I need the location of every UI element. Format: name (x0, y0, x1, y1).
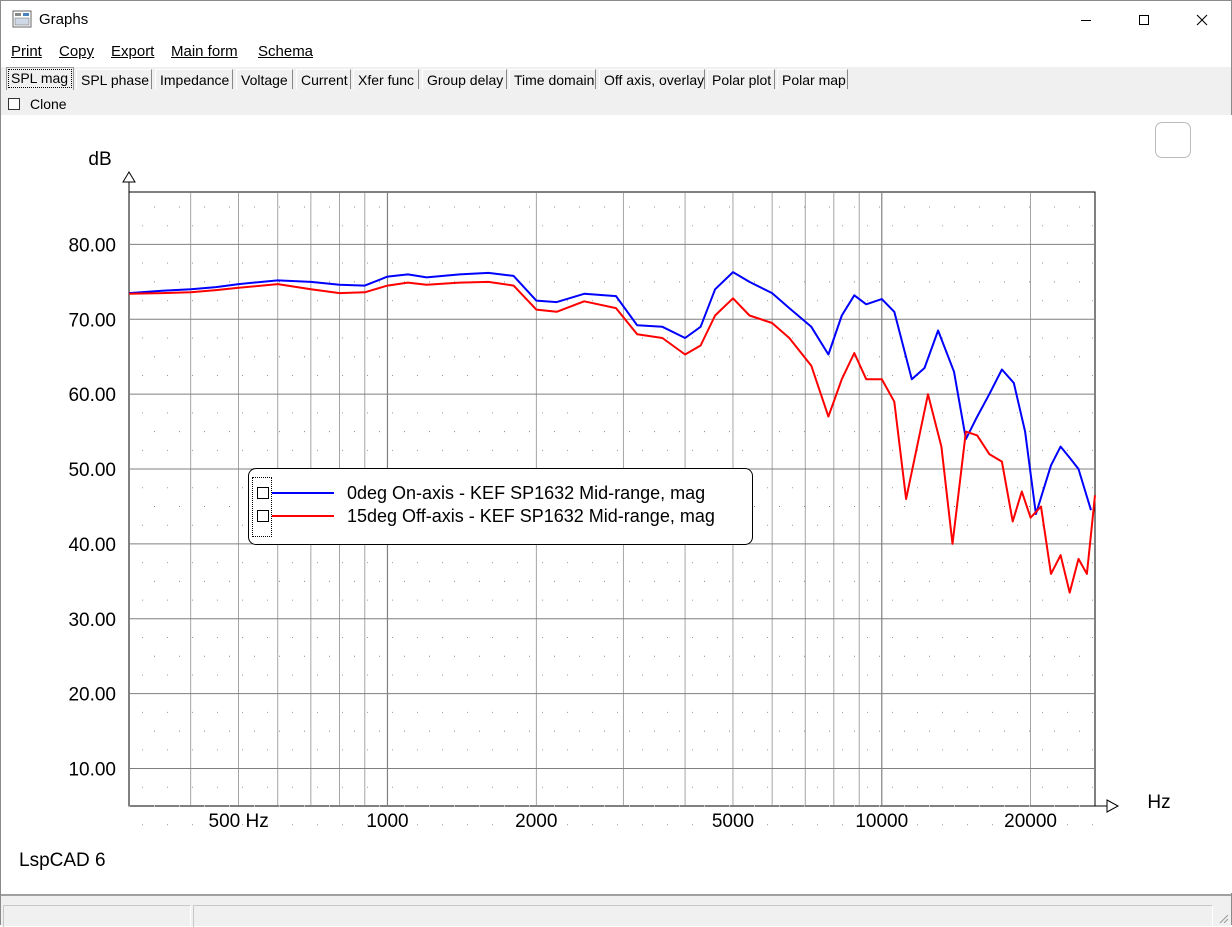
menu-label: Main form (171, 43, 238, 60)
legend-label: 15deg Off-axis - KEF SP1632 Mid-range, m… (347, 506, 715, 526)
x-tick-label: 10000 (855, 811, 908, 832)
y-tick-label: 70.00 (68, 310, 116, 331)
menu-copy[interactable]: Copy (59, 43, 94, 60)
minimize-button[interactable] (1057, 1, 1115, 39)
legend-item-0deg[interactable]: 0deg On-axis - KEF SP1632 Mid-range, mag (249, 481, 752, 505)
y-axis-arrow-icon (122, 171, 136, 183)
legend-item-15deg[interactable]: 15deg Off-axis - KEF SP1632 Mid-range, m… (249, 504, 752, 528)
status-pane-2 (193, 905, 1213, 927)
y-tick-label: 20.00 (68, 685, 116, 706)
legend-swatch-red (272, 515, 334, 517)
legend-checkbox[interactable] (257, 510, 269, 522)
app-watermark: LspCAD 6 (19, 850, 106, 871)
y-tick-label: 30.00 (68, 610, 116, 631)
series-0deg-line (128, 271, 1092, 515)
window-title: Graphs (39, 11, 89, 28)
y-tick-label: 10.00 (68, 760, 116, 781)
tab-current[interactable]: Current (296, 69, 351, 89)
series-15deg-line (128, 280, 1096, 594)
legend-swatch-blue (272, 492, 334, 494)
menu-export[interactable]: Export (111, 43, 154, 60)
menu-label: Export (111, 43, 155, 60)
y-tick-label: 80.00 (68, 235, 116, 256)
app-icon (12, 10, 32, 28)
y-axis-label: dB (88, 149, 111, 170)
tab-xfer-func[interactable]: Xfer func (353, 69, 419, 89)
clone-row: Clone (1, 91, 1231, 115)
tab-voltage[interactable]: Voltage (236, 69, 293, 89)
options-button[interactable] (1155, 122, 1191, 158)
legend-checkbox[interactable] (257, 487, 269, 499)
minimize-icon (1081, 20, 1091, 21)
tab-group-delay[interactable]: Group delay (422, 69, 507, 89)
tab-spl-phase[interactable]: SPL phase (76, 69, 152, 89)
x-tick-label: 20000 (1004, 811, 1057, 832)
legend-focus-rect (252, 477, 272, 537)
close-icon (1196, 14, 1208, 26)
menu-schema[interactable]: Schema (258, 43, 313, 60)
resize-grip-icon[interactable] (1217, 912, 1229, 924)
x-tick-label: 1000 (366, 811, 408, 832)
x-axis-arrow-icon (1106, 799, 1120, 813)
title-bar: Graphs (1, 1, 1231, 39)
tab-impedance[interactable]: Impedance (155, 69, 233, 89)
y-tick-label: 40.00 (68, 535, 116, 556)
chart-legend[interactable]: 0deg On-axis - KEF SP1632 Mid-range, mag… (248, 468, 753, 545)
y-tick-label: 60.00 (68, 385, 116, 406)
menu-label: Copy (59, 43, 95, 60)
x-tick-label: 5000 (712, 811, 754, 832)
status-pane-1 (3, 905, 191, 927)
x-tick-label: 500 Hz (209, 811, 269, 832)
tab-spl-mag[interactable]: SPL mag (6, 67, 74, 90)
tab-bar: SPL mag SPL phase Impedance Voltage Curr… (1, 67, 1231, 91)
x-tick-label: 2000 (515, 811, 557, 832)
status-bar (1, 894, 1231, 927)
menu-print[interactable]: Print (11, 43, 42, 60)
close-button[interactable] (1173, 1, 1231, 39)
menu-label: Print (11, 43, 42, 60)
tab-polar-plot[interactable]: Polar plot (707, 69, 775, 89)
maximize-button[interactable] (1115, 1, 1173, 39)
clone-label: Clone (30, 96, 67, 112)
x-axis-label: Hz (1147, 792, 1170, 813)
tab-time-domain[interactable]: Time domain (509, 69, 596, 89)
menu-label: Schema (258, 43, 314, 60)
menu-bar: Print Copy Export Main form Schema (1, 41, 1231, 63)
menu-main-form[interactable]: Main form (171, 43, 238, 60)
y-tick-label: 50.00 (68, 460, 116, 481)
tab-off-axis-overlay[interactable]: Off axis, overlay (599, 69, 705, 89)
tab-polar-map[interactable]: Polar map (777, 69, 848, 89)
legend-label: 0deg On-axis - KEF SP1632 Mid-range, mag (347, 483, 706, 503)
maximize-icon (1139, 15, 1149, 25)
clone-checkbox[interactable] (8, 98, 20, 110)
